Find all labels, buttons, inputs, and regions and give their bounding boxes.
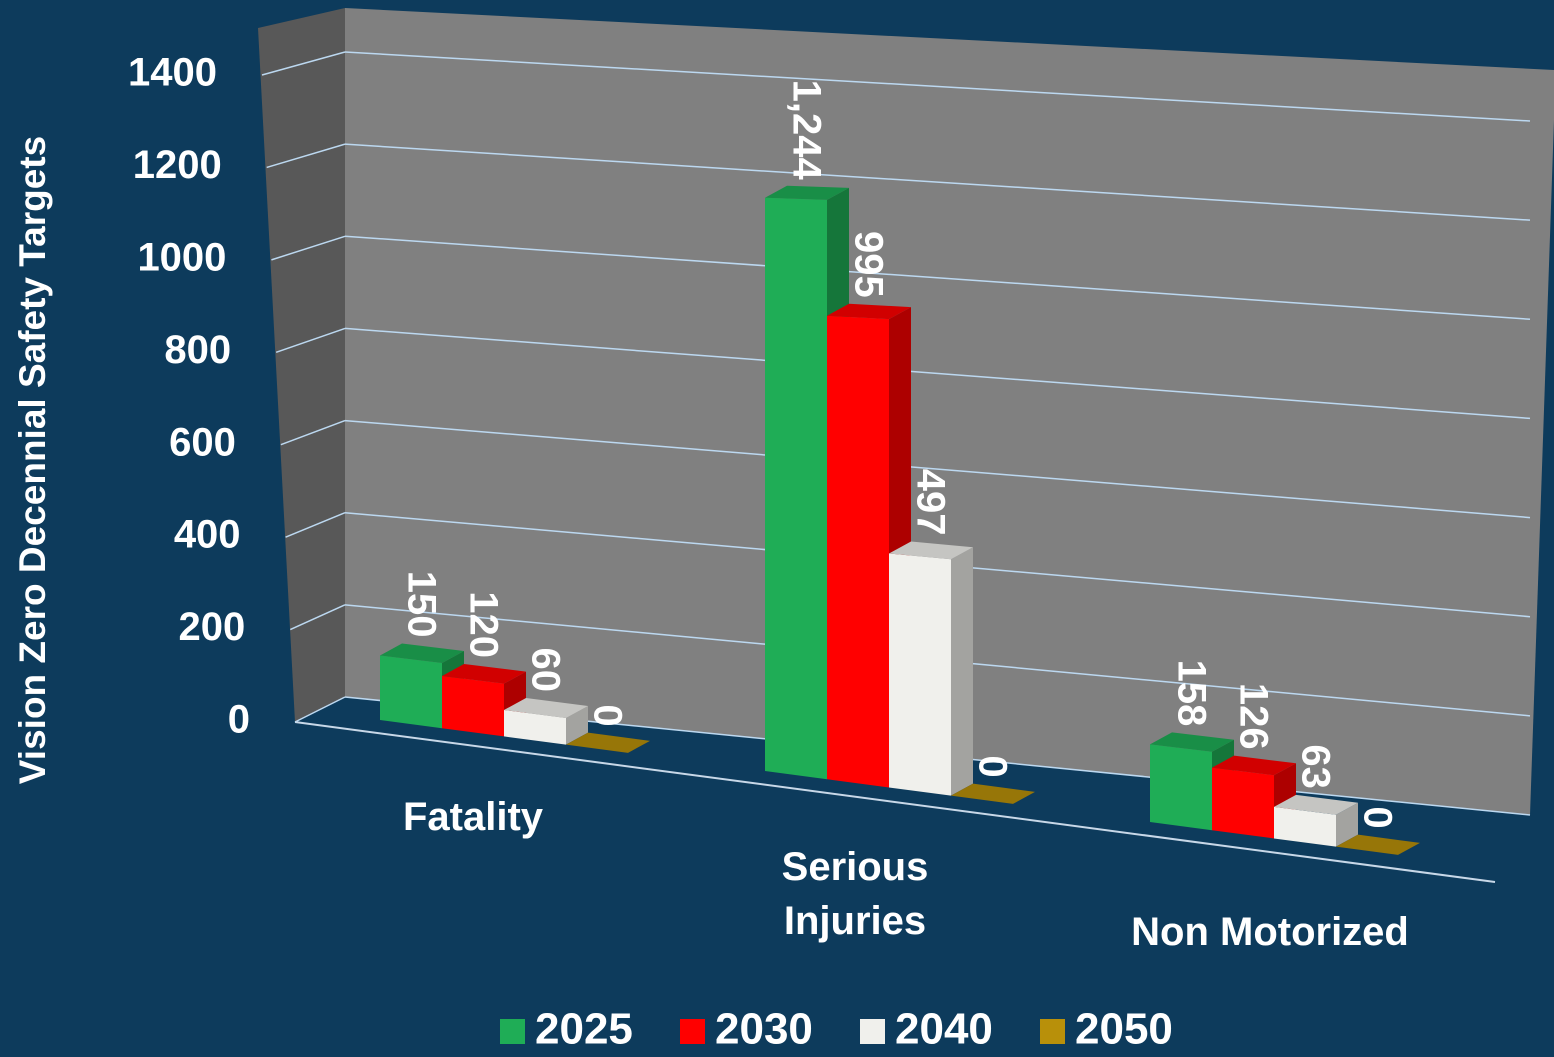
side-wall: [258, 8, 345, 722]
bar-front: [442, 676, 504, 736]
legend-label: 2030: [715, 1005, 813, 1054]
bar-front: [827, 316, 889, 788]
bar-front: [380, 656, 442, 729]
value-label: 0: [970, 755, 1014, 777]
legend-swatch: [860, 1019, 885, 1044]
bar-front: [765, 198, 827, 779]
legend-swatch: [1040, 1019, 1065, 1044]
y-axis-title: Vision Zero Decennial Safety Targets: [12, 136, 53, 784]
bar-front: [889, 553, 951, 795]
bar: [1274, 795, 1358, 847]
value-label: 150: [399, 571, 443, 638]
value-label: 120: [461, 591, 505, 658]
y-tick-label: 800: [164, 328, 231, 372]
value-label: 995: [846, 231, 890, 298]
bar: [889, 541, 973, 795]
x-tick-label: Non Motorized: [1080, 905, 1460, 959]
value-label: 0: [1355, 806, 1399, 828]
y-tick-label: 1200: [133, 143, 222, 187]
value-label: 60: [523, 648, 567, 693]
y-tick-label: 0: [228, 698, 250, 742]
legend-label: 2050: [1075, 1005, 1173, 1054]
y-tick-label: 600: [169, 420, 236, 464]
x-tick-label: Serious Injuries: [745, 840, 965, 948]
legend-swatch: [500, 1019, 525, 1044]
value-label: 497: [908, 469, 952, 536]
y-tick-label: 200: [179, 605, 246, 649]
value-label: 63: [1293, 744, 1337, 789]
value-label: 158: [1169, 660, 1213, 727]
y-tick-label: 1000: [137, 235, 226, 279]
page: {"chart_data": {"type": "bar3d", "y_labe…: [0, 0, 1554, 1057]
value-label: 126: [1231, 683, 1275, 750]
value-label: 0: [585, 704, 629, 726]
value-label: 1,244: [784, 80, 828, 181]
y-tick-label: 400: [174, 513, 241, 557]
legend-label: 2040: [895, 1005, 993, 1054]
x-tick-label: Fatality: [323, 790, 623, 844]
legend-label: 2025: [535, 1005, 633, 1054]
bar: [504, 698, 588, 745]
bar-front: [1150, 744, 1212, 830]
y-tick-label: 1400: [128, 51, 217, 95]
bar-side: [951, 547, 973, 795]
legend-swatch: [680, 1019, 705, 1044]
bar-front: [1212, 768, 1274, 839]
